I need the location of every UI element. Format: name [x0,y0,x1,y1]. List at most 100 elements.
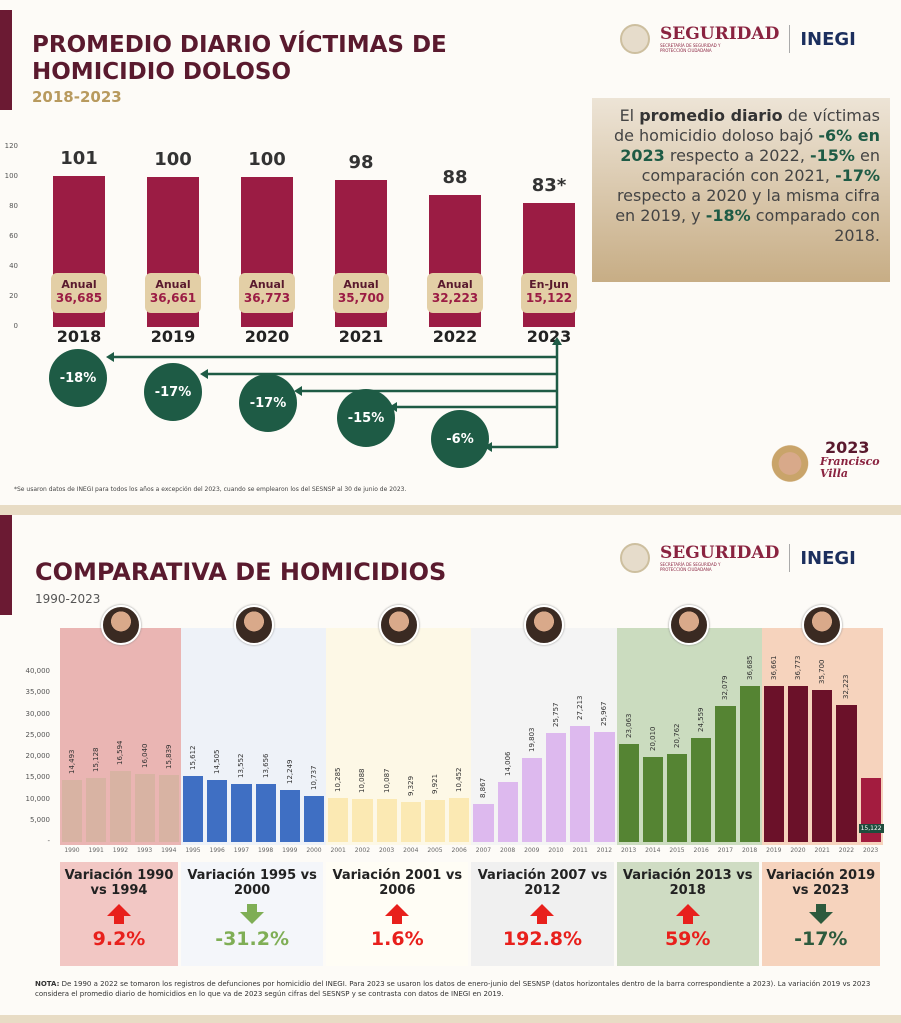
bar [400,802,421,842]
bar-value-label: 15,128 [92,747,101,772]
variation-box: Variación 2007 vs 2012 192.8% [471,862,614,966]
bar-value-label: 100 [248,149,286,170]
bar-value-label: 15,612 [189,745,197,770]
x-tick-label: 1996 [209,847,225,854]
x-tick-label: 2022 [838,847,855,854]
seguridad-sub: SECRETARÍA DE SEGURIDAD Y PROTECCIÓN CIU… [660,562,721,572]
x-tick-label: 2023 [862,847,879,854]
variation-title: Variación 2001 vs 2006 [332,868,463,898]
summary-highlight: -6% en 2023 [620,126,880,165]
total-label: Anual 35,700 [333,273,389,313]
bar-value-label: 10,088 [358,768,367,794]
divider [789,25,791,53]
bar-value-label: 9,329 [406,776,415,797]
x-tick-label: 1995 [185,847,201,854]
variation-title: Variación 2019 vs 2023 [766,868,876,898]
bar-value-label: 27,213 [576,695,585,721]
bar [110,771,131,842]
variation-value: 192.8% [502,928,583,950]
arrow-down-icon [240,912,265,924]
summary-text: respecto a 2022, [664,146,810,165]
bar-value-label: 36,661 [769,655,778,681]
bar-value-label: 15,839 [164,744,173,769]
bar-value-label: 10,285 [334,767,343,793]
bar-value-label: 10,452 [455,767,464,792]
comparison-badge: -6% [431,410,489,468]
y-tick: 20 [9,292,18,300]
bar-value-label: 35,700 [818,659,827,685]
variation-value: -17% [794,928,848,950]
y-tick: 60 [9,232,18,240]
bar [570,726,591,842]
bar [328,798,349,842]
bar [304,796,325,842]
x-tick-label: 2004 [403,847,419,854]
period-label: Anual [61,278,97,291]
x-tick-label: 1999 [282,847,298,854]
bar-value-label: 16,040 [140,743,149,768]
variation-title: Variación 2007 vs 2012 [477,868,608,898]
comparison-badge: -18% [49,349,107,407]
variation-box: Variación 1995 vs 2000 -31.2% [181,862,324,966]
x-tick-label: 2016 [693,847,709,854]
bar [763,686,784,842]
bar-value-label: 13,552 [237,753,246,779]
bar-value-label: 100 [154,149,192,170]
bar [352,799,373,842]
bar [86,777,107,842]
variation-value: 59% [664,928,711,950]
bar [231,784,252,842]
bar [449,797,470,842]
total-label: En-Jun 15,122 [521,273,577,313]
x-tick-label: 2017 [717,847,734,854]
total-value: 32,223 [431,291,479,305]
seguridad-logo: SEGURIDAD [660,24,780,44]
bar [207,780,228,842]
x-tick-label: 2013 [620,847,637,854]
arrow-up-icon [530,904,555,916]
y-tick: 15,000 [25,773,51,782]
x-tick-label: 2020 [790,847,806,854]
x-tick-label: 1998 [257,847,274,854]
variation-title: Variación 1990 vs 1994 [64,868,174,898]
francisco-villa-emblem: 2023 Francisco Villa [765,428,880,494]
accent-strip [0,515,12,615]
total-label: Anual 36,773 [239,273,295,313]
variation-value: -31.2% [215,928,289,950]
x-tick-label: 2022 [432,327,478,346]
page-subtitle: 2018-2023 [32,88,122,106]
x-tick-label: 2012 [596,847,613,854]
variation-value: 9.2% [92,928,146,950]
bar-value-label: 88 [442,167,468,188]
x-tick-label: 1991 [88,847,104,854]
section-divider [0,505,901,515]
president-portrait [669,605,710,645]
y-tick: 40 [9,262,18,270]
summary-text: comparado con 2018. [750,206,880,245]
bar [279,789,300,842]
arrow-stem [247,904,258,912]
emblem-year: 2023 [825,438,870,457]
bar [642,756,663,842]
bar-value-label: 9,921 [431,773,439,794]
summary-text: El [619,106,640,125]
bar [473,804,494,842]
x-tick-label: 1990 [64,847,80,854]
bar-value-label: 36,685 [745,655,754,681]
y-tick: - [47,837,50,845]
bar-value-label: 19,803 [527,727,536,752]
seguridad-logo: SEGURIDAD [660,543,780,563]
section-subtitle: 1990-2023 [35,592,101,606]
bar-value-label: 16,594 [116,740,125,766]
period-label: En-Jun [529,278,569,291]
bar [158,774,179,842]
x-tick-label: 2023 [526,327,572,346]
bar-value-label: 32,223 [842,674,851,700]
x-tick-label: 2011 [572,847,588,854]
note-label: NOTA: [35,980,60,988]
bar [715,705,736,842]
comparison-badge: -17% [144,363,202,421]
villa-portrait-icon [765,436,815,486]
bar-value-label: 20,762 [673,723,681,748]
x-tick-label: 2003 [378,847,395,854]
